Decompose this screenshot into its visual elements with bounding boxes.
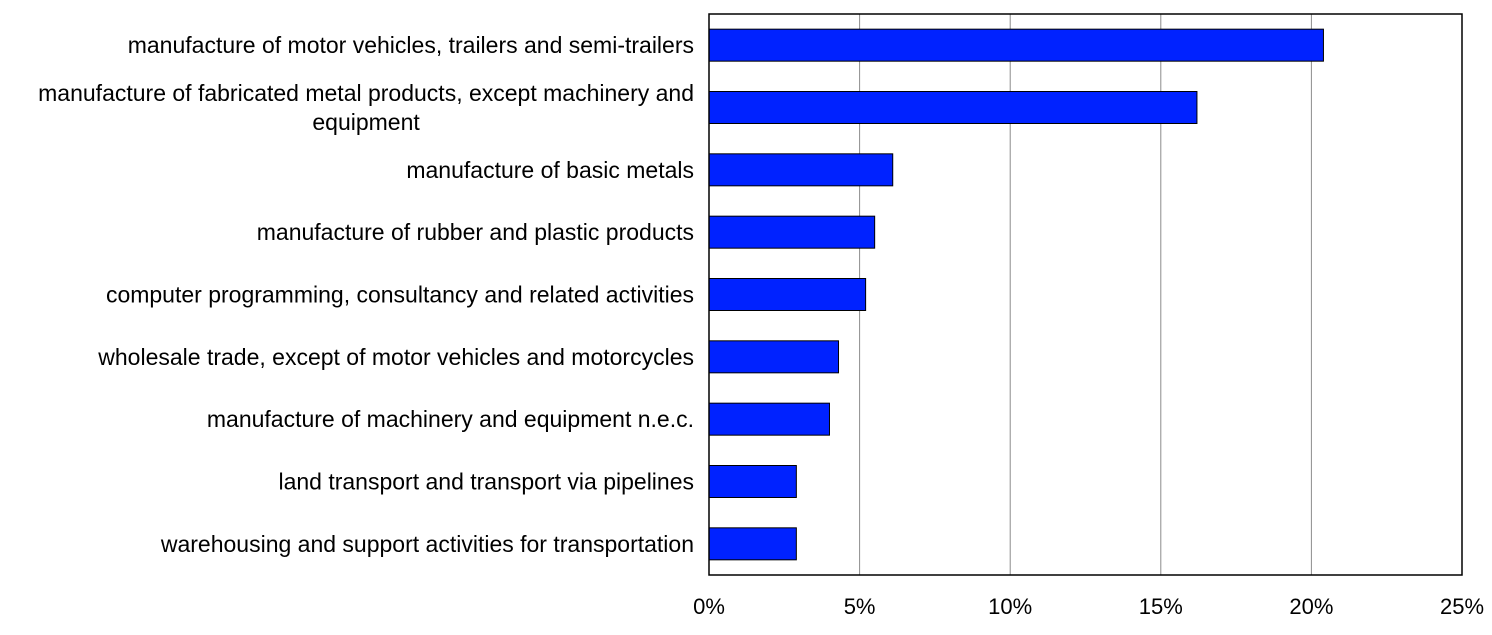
bars (708, 28, 1324, 561)
category-label: computer programming, consultancy and re… (106, 282, 694, 308)
bar (708, 278, 867, 311)
category-label: manufacture of rubber and plastic produc… (257, 219, 694, 245)
category-label: manufacture of machinery and equipment n… (207, 406, 694, 432)
category-label: manufacture of motor vehicles, trailers … (128, 32, 694, 58)
category-label: wholesale trade, except of motor vehicle… (97, 344, 694, 370)
category-label: manufacture of basic metals (406, 157, 694, 183)
category-label-line: equipment (312, 109, 420, 135)
bar (708, 28, 1324, 62)
bar (708, 465, 797, 498)
category-labels: manufacture of motor vehicles, trailers … (38, 32, 694, 557)
x-tick-labels: 0% 5% 10% 15% 20% 25% (693, 594, 1484, 619)
x-tick-label: 20% (1289, 594, 1333, 619)
bar (708, 340, 840, 374)
bar (708, 527, 797, 561)
bar (708, 91, 1198, 124)
bar (708, 153, 894, 187)
x-tick-label: 5% (844, 594, 876, 619)
category-label: warehousing and support activities for t… (160, 531, 694, 557)
x-tick-label: 15% (1139, 594, 1183, 619)
bar (708, 402, 830, 436)
bar (708, 215, 876, 249)
category-label: land transport and transport via pipelin… (278, 469, 694, 495)
x-tick-label: 25% (1440, 594, 1484, 619)
category-label: manufacture of fabricated metal products… (38, 80, 694, 135)
x-tick-label: 0% (693, 594, 725, 619)
plot-frame (708, 13, 1463, 576)
category-label-line: manufacture of fabricated metal products… (38, 80, 694, 106)
x-tick-label: 10% (988, 594, 1032, 619)
